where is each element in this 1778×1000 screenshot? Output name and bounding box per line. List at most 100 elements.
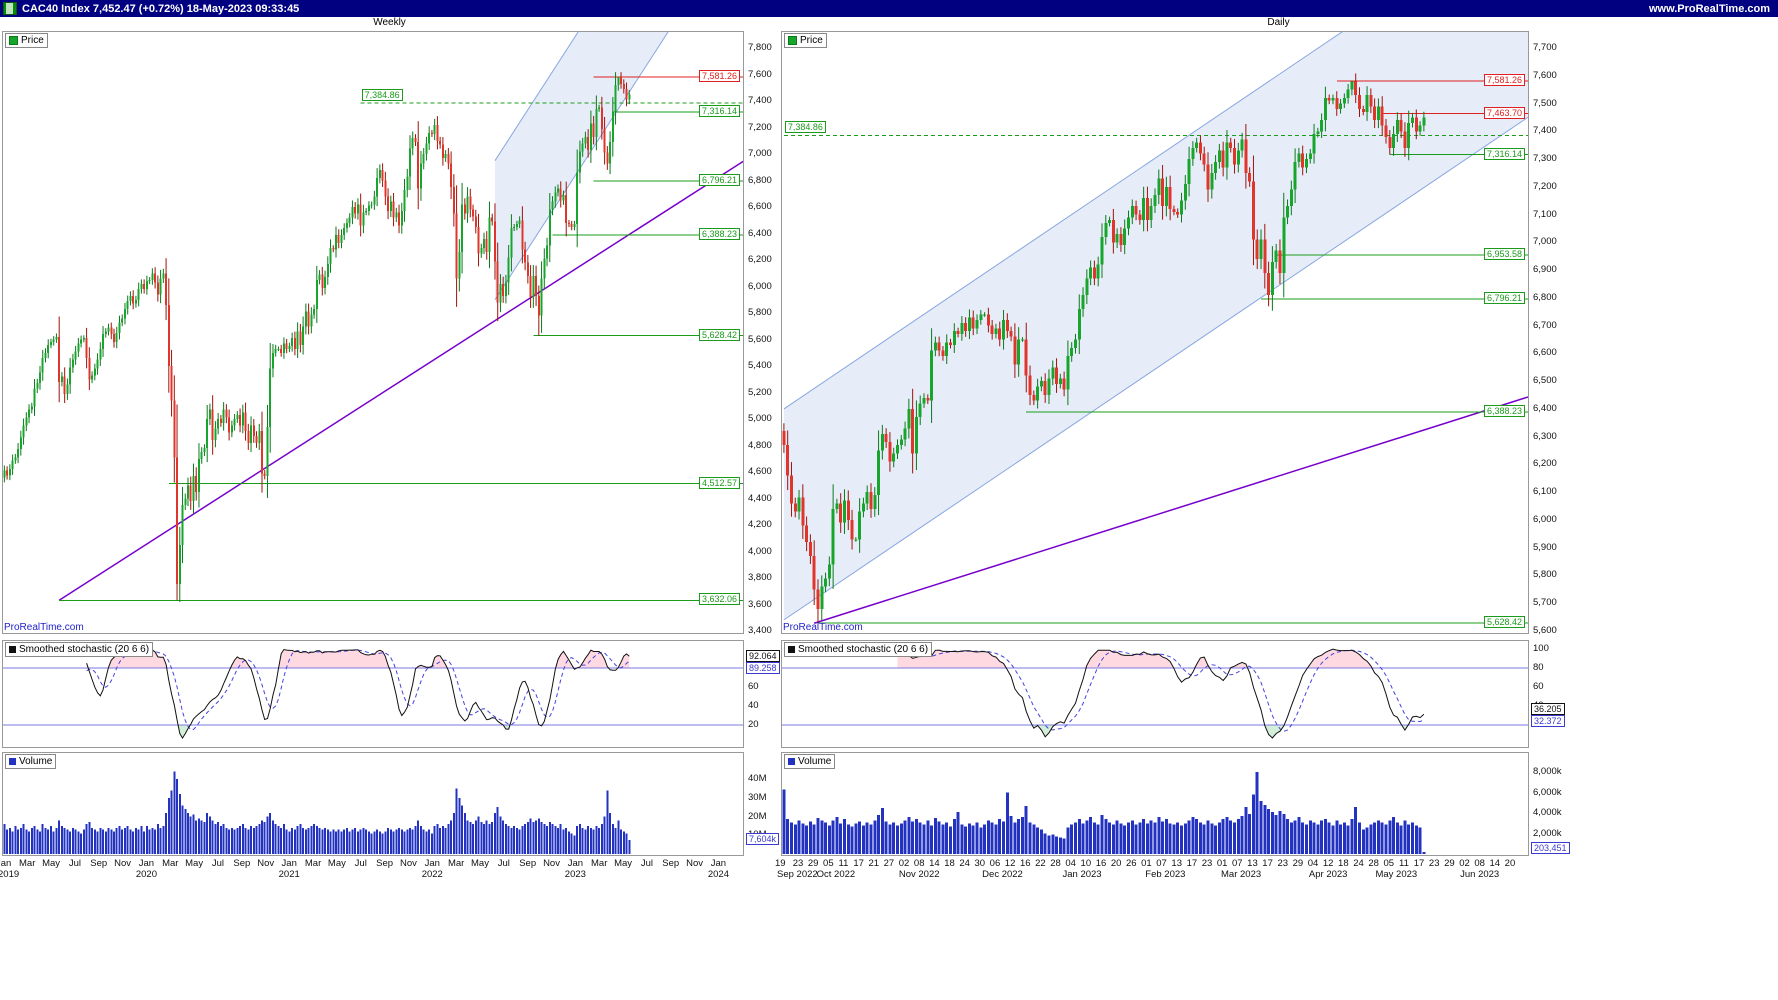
x-tick-label: 11 (838, 858, 849, 869)
x-tick-label: 02 (1459, 858, 1470, 869)
volume-legend-chip[interactable]: Volume (5, 754, 57, 769)
x-axis-labels[interactable]: 19 23 29 05 11 17 21 27 02 08 14 18 24 30 06 12 16 22 28 04… (775, 858, 1778, 869)
x-tick-label: Jan (424, 858, 440, 869)
price-axis-tick: 6,600 (748, 201, 772, 212)
x-tick2-label: Dec 2022 (982, 869, 1023, 880)
volume-plotbox[interactable] (781, 752, 1529, 856)
stoch-legend-label: Smoothed stochastic (20 6 6) (798, 644, 929, 655)
price-legend-chip[interactable]: Price (784, 33, 827, 48)
panel-title: Daily (1267, 17, 1290, 28)
stoch-axis-tick: 100 (1533, 643, 1549, 654)
level-label: 6,388.23 (1483, 405, 1525, 418)
x-tick-label: Mar (19, 858, 36, 869)
x-tick-label: 24 (959, 858, 970, 869)
price-axis-tick: 7,000 (1533, 236, 1557, 248)
price-axis-tick: 7,600 (748, 68, 772, 80)
x-tick-label: 17 (1413, 858, 1425, 869)
x-tick-label: 29 (1292, 858, 1304, 869)
volume-legend-chip[interactable]: Volume (784, 754, 836, 769)
x-tick-label: 05 (823, 858, 834, 869)
stoch-value-box: 36.205 (1531, 702, 1565, 715)
x-tick2-label: 2021 (278, 869, 300, 880)
volume-plotbox[interactable] (2, 752, 744, 856)
prorealtime-link[interactable]: www.ProRealTime.com (1648, 2, 1770, 15)
price-axis-tick: 7,700 (1533, 42, 1557, 53)
volume-axis-tick: 2,000k (1533, 827, 1562, 839)
x-tick-label: 20 (1504, 858, 1516, 869)
candle-icon (9, 36, 18, 45)
price-axis-tick: 4,200 (748, 519, 772, 530)
x-tick2-label: Jun 2023 (1460, 869, 1500, 880)
x-tick-label: 16 (1019, 858, 1031, 869)
x-tick-label: 02 (898, 858, 910, 869)
x-tick-label: 27 (883, 858, 895, 869)
stoch-plotbox[interactable] (781, 640, 1529, 748)
level-label: 7,384.86 (784, 121, 826, 134)
x-tick-label: 07 (1156, 858, 1167, 869)
price-axis-tick: 6,100 (1533, 486, 1557, 498)
stoch-legend-chip[interactable]: Smoothed stochastic (20 6 6) (5, 642, 154, 657)
price-axis-tick: 7,200 (748, 121, 772, 133)
price-axis-tick: 3,600 (748, 598, 772, 610)
price-axis-tick: 5,900 (1533, 541, 1557, 553)
price-axis-tick: 4,600 (748, 466, 772, 477)
x-tick-label: May (327, 858, 346, 869)
stoch-plotbox[interactable] (2, 640, 744, 748)
price-plot (782, 32, 1528, 624)
x-tick-label: 23 (1201, 858, 1213, 869)
x-tick-label: Sep (519, 858, 537, 869)
x-tick2-label: Jan 2023 (1062, 869, 1102, 880)
price-legend-chip[interactable]: Price (5, 33, 48, 48)
x-tick-label: Jan (138, 858, 155, 869)
stoch-icon (788, 646, 795, 653)
price-axis[interactable]: 7,700 7,600 7,500 7,400 7,300 7,200 7,100 7,000… (1531, 31, 1778, 636)
level-label: 4,512.57 (698, 476, 740, 489)
x-tick-label: 08 (1474, 858, 1485, 869)
x-tick-label: Jan (281, 858, 297, 869)
price-axis-tick: 6,600 (1533, 347, 1557, 359)
x-tick-label: 24 (1353, 858, 1364, 869)
x-tick-label: Mar (591, 858, 608, 869)
price-axis-tick: 7,800 (748, 42, 772, 53)
x-tick-label: 06 (989, 858, 1001, 869)
price-axis-tick: 6,800 (748, 174, 772, 186)
stoch-plot (782, 648, 1528, 739)
x-tick-label: Nov (257, 858, 275, 869)
price-axis-tick: 5,600 (1533, 625, 1557, 636)
price-axis-tick: 6,000 (1533, 513, 1557, 525)
price-axis-tick: 4,000 (748, 545, 772, 557)
level-label: 5,628.42 (1483, 616, 1525, 629)
level-label: 7,316.14 (1483, 147, 1525, 160)
stoch-axis-tick: 80 (1533, 662, 1544, 673)
x-tick-label: Jul (68, 858, 81, 869)
level-label: 6,953.58 (1483, 248, 1525, 261)
x-tick-label: 17 (1262, 858, 1273, 869)
price-axis[interactable]: 7,800 7,600 7,400 7,200 7,000 6,800 6,600 6,400… (746, 31, 779, 636)
x-tick-label: Jan (710, 858, 727, 869)
volume-legend-label: Volume (19, 756, 53, 767)
stoch-icon (9, 646, 16, 653)
x-tick2-label: Mar 2023 (1221, 869, 1262, 880)
stoch-value-box: 32.372 (1531, 714, 1565, 727)
volume-axis[interactable]: 10M20M30M40M7,604k (746, 752, 780, 856)
x-tick-label: Jul (497, 858, 510, 869)
x-tick-label: 16 (1095, 858, 1107, 869)
x-tick2-label: May 2023 (1375, 869, 1418, 880)
volume-axis-tick: 40M (748, 773, 767, 784)
price-axis-tick: 5,000 (748, 413, 772, 424)
volume-axis[interactable]: 2,000k 4,000k 6,000k 8,000k 203,451 (1531, 752, 1778, 856)
x-tick-label: 22 (1035, 858, 1046, 869)
price-plotbox[interactable] (2, 31, 744, 634)
price-plotbox[interactable] (781, 31, 1529, 634)
x-tick-label: 30 (974, 858, 986, 869)
price-axis-tick: 6,400 (1533, 402, 1557, 414)
stoch-legend-chip[interactable]: Smoothed stochastic (20 6 6) (784, 642, 933, 657)
x-tick2-label: Apr 2023 (1308, 869, 1348, 880)
x-tick-label: 04 (1307, 858, 1319, 869)
level-label: 7,463.70 (1483, 106, 1525, 119)
x-axis-labels[interactable]: Jan Mar May Jul Sep Nov Jan Mar May Jul Sep Nov Jan M… (0, 858, 779, 869)
